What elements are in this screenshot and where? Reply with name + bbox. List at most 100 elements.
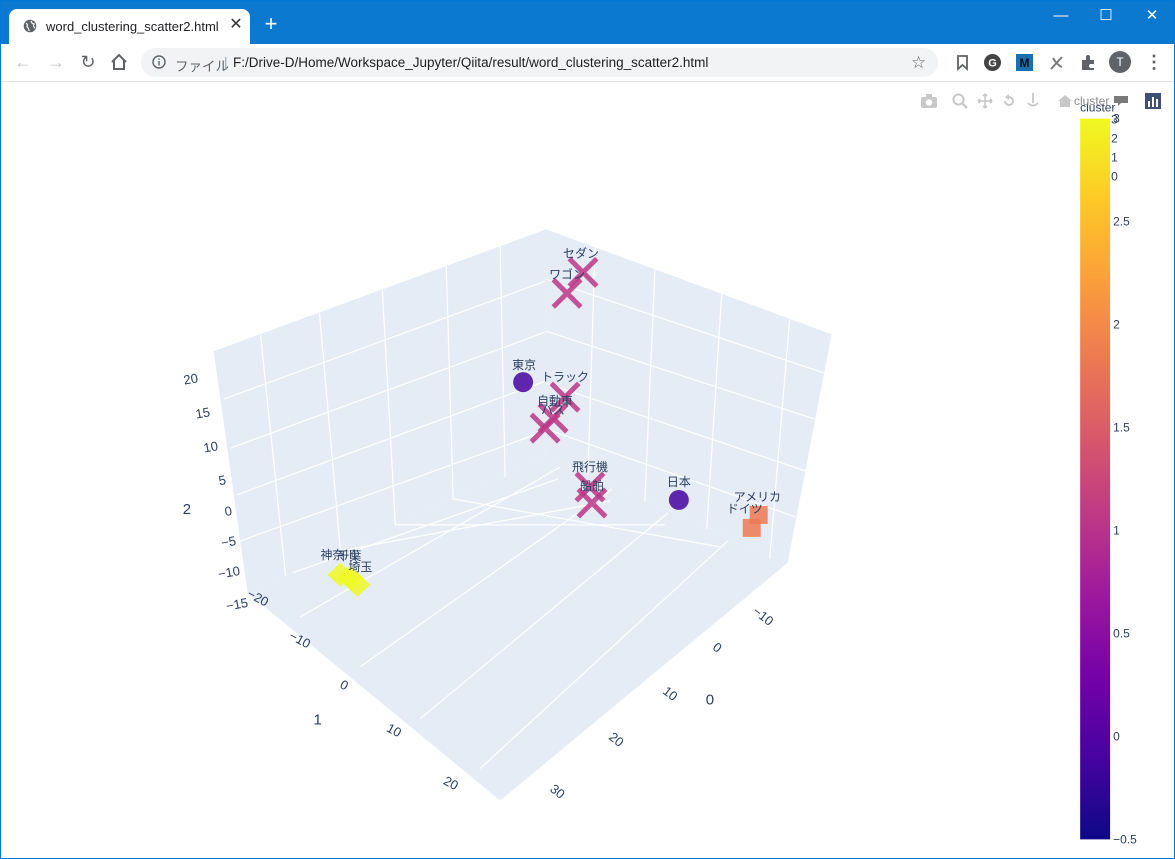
marker-x xyxy=(567,256,599,288)
plot-area: −15−10−505101520−20−1001020−100102030210… xyxy=(182,101,1137,847)
extension-e-icon[interactable]: G xyxy=(983,53,1002,72)
pan-icon[interactable] xyxy=(977,93,993,109)
home-view-icon[interactable] xyxy=(1057,94,1073,108)
new-tab-button[interactable]: + xyxy=(264,11,278,36)
scheme-label: ファイル xyxy=(175,59,229,74)
y-tick-label: 20 xyxy=(441,773,461,793)
tab-close-icon[interactable]: ✕ xyxy=(229,16,243,33)
modebar-tooltip: cluster xyxy=(1074,94,1110,108)
gridline xyxy=(360,488,613,668)
x-tick-label: 10 xyxy=(660,683,681,704)
forward-icon[interactable]: → xyxy=(47,52,65,72)
back-icon[interactable]: ← xyxy=(14,52,32,72)
camera-icon[interactable] xyxy=(920,93,938,109)
point-label: 東京 xyxy=(512,358,536,372)
scatter-point: ドイツ xyxy=(727,502,763,537)
close-window-button[interactable]: ✕ xyxy=(1145,7,1159,24)
gridline xyxy=(545,428,796,518)
bookmark-star-icon[interactable]: ☆ xyxy=(911,53,927,72)
pdf-extension-icon[interactable] xyxy=(1047,53,1066,72)
colorbar-title: cluster xyxy=(1080,101,1115,115)
x-tick-label: 30 xyxy=(547,781,568,802)
turntable-icon[interactable] xyxy=(1025,92,1041,110)
gridline xyxy=(499,246,506,478)
hover-compare-icon[interactable] xyxy=(1113,95,1129,107)
gridline xyxy=(230,331,546,449)
bookmark-icon[interactable] xyxy=(953,53,972,72)
gridline xyxy=(545,330,815,420)
scatter-point: トラック xyxy=(541,370,589,413)
z-tick-label: −5 xyxy=(220,533,237,550)
info-icon[interactable] xyxy=(152,55,166,69)
x-axis-title: 0 xyxy=(706,692,714,709)
point-label: ドイツ xyxy=(727,502,763,516)
z-tick-label: 0 xyxy=(223,503,233,519)
x-tick-label: 20 xyxy=(606,729,627,750)
scatter-point: ワゴン xyxy=(549,266,585,309)
gridline xyxy=(340,500,611,552)
marker-x xyxy=(551,277,583,309)
colorbar-tick: 1 xyxy=(1113,523,1120,537)
z-tick-label: 10 xyxy=(202,438,219,455)
marker-square xyxy=(742,518,761,537)
gridline xyxy=(706,293,723,529)
url-text[interactable]: F:/Drive-D/Home/Workspace_Jupyter/Qiita/… xyxy=(233,55,709,70)
point-label: 飛行機 xyxy=(572,459,608,474)
point-label: 埼玉 xyxy=(348,560,372,574)
x-tick-label: 0 xyxy=(710,639,725,655)
colorbar-tick: 3 xyxy=(1113,112,1120,126)
scene-back-wall-right xyxy=(545,229,832,563)
z-tick-label: 15 xyxy=(194,404,211,421)
gridline xyxy=(545,278,825,374)
minimize-button[interactable]: — xyxy=(1053,7,1069,24)
extensions-puzzle-icon[interactable] xyxy=(1079,53,1098,72)
legend-marker-label: 3 xyxy=(1111,113,1118,127)
point-label: ワゴン xyxy=(549,266,585,281)
profile-avatar[interactable]: T xyxy=(1109,51,1131,73)
maximize-button[interactable]: ☐ xyxy=(1099,7,1113,24)
reload-icon[interactable]: ↻ xyxy=(80,52,96,72)
marker-circle xyxy=(668,489,689,510)
z-tick-label: 20 xyxy=(182,370,199,387)
gridline xyxy=(223,280,546,400)
point-label: バス xyxy=(541,403,565,417)
point-label: 自動車 xyxy=(537,394,573,408)
orbit-rotate-icon[interactable] xyxy=(1001,93,1017,109)
gridline xyxy=(259,335,287,576)
tab-title: word_clustering_scatter2.html xyxy=(46,19,219,34)
legend-marker-label: 2 xyxy=(1111,132,1118,146)
z-tick-label: −15 xyxy=(225,595,249,614)
point-label: 日本 xyxy=(667,475,691,489)
extension-m-icon[interactable]: M xyxy=(1015,53,1034,72)
gridline xyxy=(445,266,454,499)
scatter-point: 船舶 xyxy=(576,478,608,519)
svg-text:G: G xyxy=(988,58,997,70)
gridline xyxy=(545,382,806,472)
plotly-logo-icon[interactable] xyxy=(1145,93,1161,109)
browser-tab[interactable]: word_clustering_scatter2.html ✕ xyxy=(9,9,250,44)
marker-x xyxy=(576,487,608,519)
point-label: 千葉 xyxy=(337,549,361,563)
gridline xyxy=(453,498,720,548)
colorbar-tick: 2 xyxy=(1113,318,1120,332)
gridline xyxy=(300,466,561,618)
z-tick-label: 5 xyxy=(217,472,227,488)
menu-icon[interactable]: ⋮ xyxy=(1145,52,1163,72)
scene-back-wall-left xyxy=(213,229,547,593)
home-icon[interactable] xyxy=(109,52,129,72)
gridline xyxy=(644,269,656,501)
gridline xyxy=(240,430,546,542)
colorbar-tick: 2.5 xyxy=(1113,215,1130,229)
scatter-point: 日本 xyxy=(667,475,691,510)
z-axis-title: 2 xyxy=(183,501,191,518)
address-bar[interactable]: ファイル | F:/Drive-D/Home/Workspace_Jupyter… xyxy=(141,48,938,77)
colorbar-gradient xyxy=(1080,118,1111,840)
marker-x xyxy=(549,381,581,413)
gridline xyxy=(419,512,669,720)
zoom-icon[interactable] xyxy=(952,93,968,109)
colorbar-tick: 1.5 xyxy=(1113,420,1130,434)
gridline xyxy=(479,540,729,769)
point-label: アメリカ xyxy=(734,490,781,504)
